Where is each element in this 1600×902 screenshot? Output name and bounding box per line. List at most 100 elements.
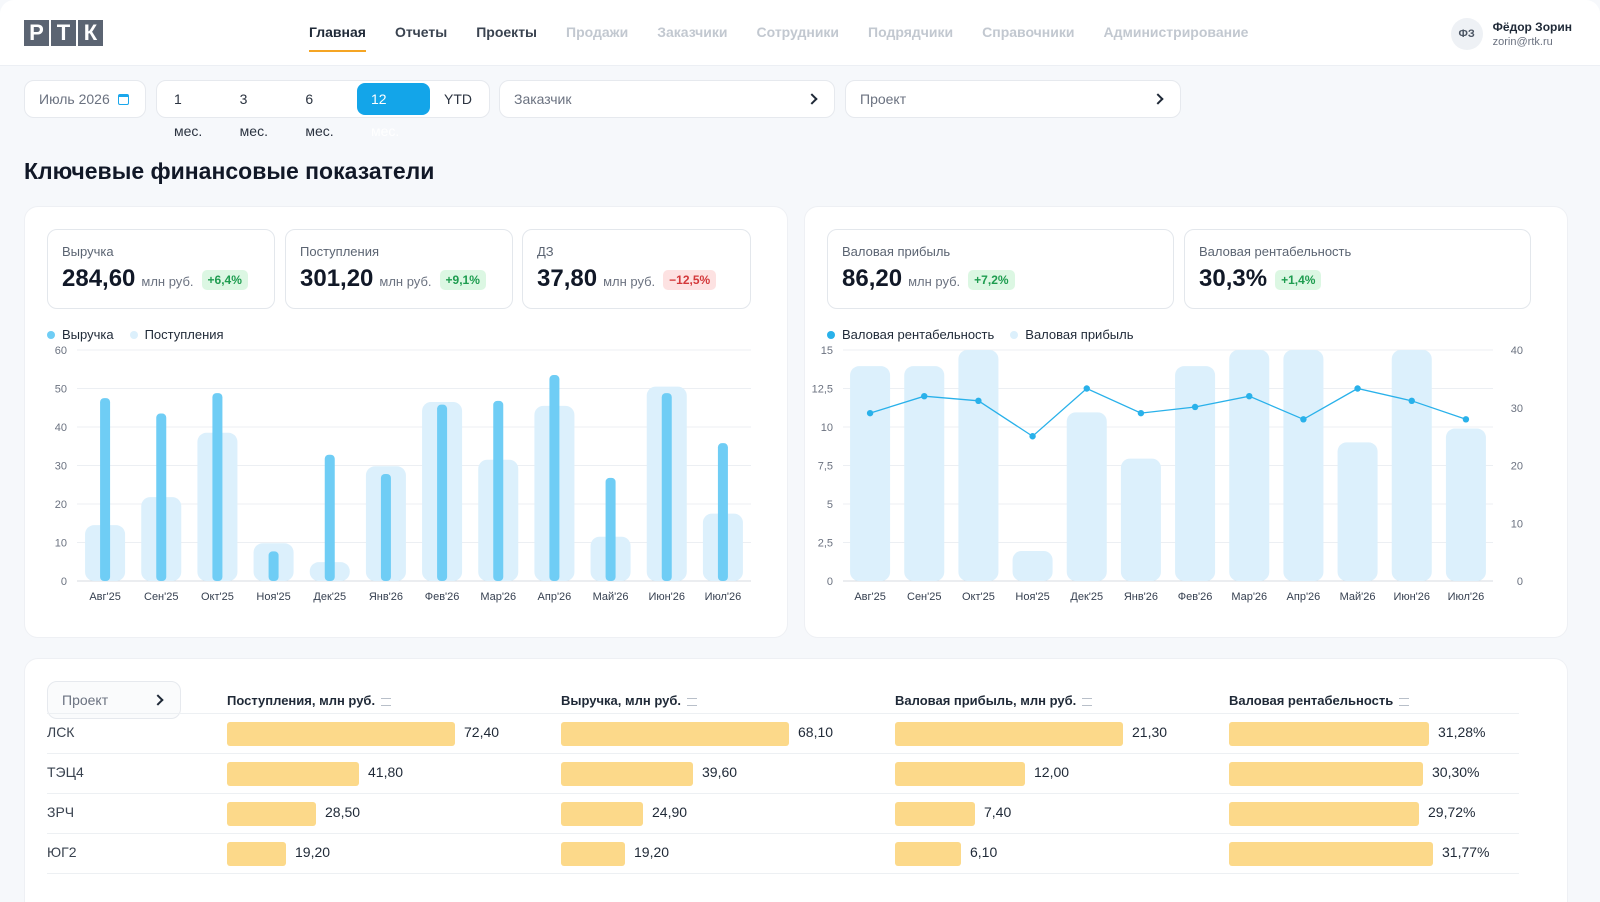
x-tick-label: Мар'26: [480, 591, 516, 603]
bar-gross-profit[interactable]: [904, 366, 945, 581]
row-project-name: ЮГ2: [47, 844, 77, 860]
period-option[interactable]: 6 мес.: [305, 91, 334, 139]
customer-select[interactable]: Заказчик: [499, 80, 835, 118]
x-tick-label: Май'26: [593, 591, 629, 603]
table-row[interactable]: ЮГ2 19,20 19,20 6,10 31,77%: [47, 833, 1519, 873]
bar-revenue[interactable]: [324, 454, 335, 581]
customer-select-label: Заказчик: [514, 91, 572, 107]
projects-table: Проект Поступления, млн руб. Выручка, млн…: [24, 658, 1568, 902]
nav-item[interactable]: Справочники: [982, 24, 1075, 40]
legend-item[interactable]: Валовая рентабельность: [827, 327, 994, 342]
table-row[interactable]: ТЭЦ4 41,80 39,60 12,00 30,30%: [47, 753, 1519, 793]
date-picker[interactable]: Июль 2026: [24, 80, 146, 118]
x-tick-label: Апр'26: [538, 591, 572, 603]
kpi-label: Поступления: [300, 244, 380, 259]
bar-gross-profit[interactable]: [1175, 366, 1216, 581]
margin-point[interactable]: [1083, 385, 1090, 392]
bar-revenue[interactable]: [437, 404, 448, 581]
y-tick-label: 20: [55, 499, 67, 511]
margin-point[interactable]: [1462, 416, 1470, 423]
value-bar: [1229, 722, 1429, 746]
bar-gross-profit[interactable]: [1012, 550, 1053, 581]
bar-revenue[interactable]: [380, 473, 391, 581]
bar-revenue[interactable]: [549, 375, 560, 581]
nav-item[interactable]: Продажи: [566, 24, 629, 40]
period-option[interactable]: 3 мес.: [239, 91, 268, 139]
margin-point[interactable]: [866, 409, 874, 417]
margin-point[interactable]: [1246, 393, 1253, 400]
bar-revenue[interactable]: [156, 413, 167, 581]
period-option[interactable]: 12 мес.: [357, 83, 431, 139]
x-tick-label: Фев'26: [1178, 591, 1213, 603]
margin-point[interactable]: [1408, 397, 1415, 405]
project-select[interactable]: Проект: [845, 80, 1181, 118]
nav-item[interactable]: Проекты: [476, 24, 538, 40]
column-header-label: Валовая рентабельность: [1229, 693, 1394, 708]
margin-point[interactable]: [1354, 385, 1361, 392]
y-tick-label-left: 12,5: [812, 384, 833, 396]
margin-point[interactable]: [1137, 409, 1145, 417]
period-option[interactable]: 1 мес.: [174, 91, 203, 139]
legend-label: Выручка: [62, 327, 114, 342]
sort-icon[interactable]: [1399, 698, 1410, 706]
margin-point[interactable]: [921, 393, 928, 400]
margin-point[interactable]: [1191, 403, 1199, 411]
bar-gross-profit[interactable]: [850, 366, 891, 581]
nav-item[interactable]: Подрядчики: [868, 24, 954, 40]
row-project-name: ЗРЧ: [47, 804, 75, 820]
bar-gross-profit[interactable]: [1066, 412, 1107, 581]
value-bar: [1229, 842, 1433, 866]
bar-revenue[interactable]: [605, 477, 616, 581]
kpi-value: 30,3%: [1199, 265, 1268, 292]
table-row[interactable]: ЛСК 72,40 68,10 21,30 31,28%: [47, 713, 1519, 753]
x-tick-label: Июн'26: [648, 591, 685, 603]
x-tick-label: Сен'25: [907, 591, 941, 603]
table-row[interactable]: ЗРЧ 28,50 24,90 7,40 29,72%: [47, 793, 1519, 833]
nav-item[interactable]: Администрирование: [1103, 24, 1249, 40]
table-project-filter[interactable]: Проект: [47, 681, 181, 719]
margin-point[interactable]: [1029, 433, 1036, 440]
value-bar: [561, 722, 789, 746]
margin-point[interactable]: [975, 397, 982, 405]
top-bar: Р Т К Главная Отчеты Проекты Продажи Заказчи…: [0, 0, 1600, 66]
avatar[interactable]: ФЗ: [1450, 18, 1483, 50]
period-option[interactable]: YTD: [444, 91, 473, 107]
bar-revenue[interactable]: [661, 393, 672, 581]
bar-gross-profit[interactable]: [1337, 442, 1378, 581]
column-header[interactable]: Выручка, млн руб.: [561, 693, 697, 708]
sort-icon[interactable]: [381, 698, 392, 706]
logo[interactable]: Р Т К: [24, 20, 103, 46]
bar-revenue[interactable]: [493, 400, 504, 581]
column-header[interactable]: Валовая рентабельность: [1229, 693, 1410, 708]
bar-gross-profit[interactable]: [1229, 350, 1270, 581]
period-switch: 1 мес. 3 мес. 6 мес. 12 мес. YTD: [156, 80, 490, 139]
margin-point[interactable]: [1300, 416, 1307, 423]
bar-gross-profit[interactable]: [1445, 428, 1486, 581]
kpi-card: Валовая прибыль 86,20 млн руб. +7,2%: [827, 229, 1174, 309]
bar-revenue[interactable]: [268, 551, 279, 581]
nav-item[interactable]: Главная: [309, 0, 366, 66]
bar-gross-profit[interactable]: [1283, 350, 1324, 581]
bar-revenue[interactable]: [212, 393, 223, 581]
column-header[interactable]: Валовая прибыль, млн руб.: [895, 693, 1093, 708]
column-header[interactable]: Поступления, млн руб.: [227, 693, 392, 708]
bar-gross-profit[interactable]: [1120, 458, 1161, 581]
legend-item[interactable]: Поступления: [129, 327, 224, 342]
cell-value: 19,20: [634, 844, 670, 860]
bar-gross-profit[interactable]: [958, 350, 999, 581]
legend-item[interactable]: Выручка: [47, 327, 114, 342]
bar-revenue[interactable]: [717, 443, 728, 581]
kpi-card: Поступления 301,20 млн руб. +9,1%: [285, 229, 513, 309]
sort-icon[interactable]: [1082, 698, 1093, 706]
bar-gross-profit[interactable]: [1391, 350, 1432, 581]
nav-item[interactable]: Отчеты: [394, 24, 448, 40]
user-menu[interactable]: ФЗ Фёдор Зорин zorin@rtk.ru: [1450, 18, 1572, 50]
legend-item[interactable]: Валовая прибыль: [1010, 327, 1133, 342]
nav-item[interactable]: Заказчики: [657, 24, 728, 40]
legend-swatch: [129, 330, 138, 339]
bar-revenue[interactable]: [100, 398, 111, 581]
kpi-row: 301,20 млн руб. +9,1%: [300, 265, 498, 293]
sort-icon[interactable]: [686, 698, 697, 706]
value-bar: [895, 842, 961, 866]
nav-item[interactable]: Сотрудники: [756, 24, 840, 40]
